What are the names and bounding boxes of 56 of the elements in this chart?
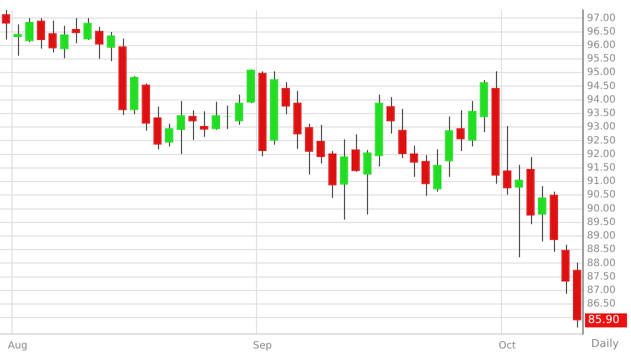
y-tick-label: 87.00 [587, 285, 616, 296]
candlestick [503, 125, 512, 196]
candlestick [164, 123, 174, 147]
candlestick [352, 134, 360, 172]
y-tick-label: 94.00 [587, 94, 616, 106]
candlestick [48, 20, 57, 53]
candlestick [83, 18, 92, 40]
candlestick [200, 110, 208, 138]
candlestick [433, 148, 442, 192]
candlestick [212, 101, 220, 130]
candlestick [13, 24, 22, 56]
x-tick-label: Sep [253, 340, 272, 352]
candlestick [398, 108, 407, 159]
candlestick [188, 110, 197, 140]
candlestick [514, 164, 524, 258]
candlestick [538, 186, 546, 242]
candlestick [106, 32, 116, 62]
text: 85.90 [588, 313, 620, 326]
y-tick-label: 93.50 [587, 108, 616, 120]
candlestick [421, 154, 430, 196]
candlestick [234, 94, 244, 126]
candlestick [176, 100, 186, 155]
candlestick [386, 96, 395, 134]
y-tick-label: 96.00 [587, 40, 616, 51]
y-tick-label: 89.00 [587, 230, 616, 242]
y-tick-label: 90.50 [587, 190, 616, 201]
candlestick [410, 145, 418, 178]
x-tick-label: Oct [498, 340, 516, 352]
y-tick-label: 97.00 [587, 12, 616, 24]
y-tick-label: 87.50 [587, 271, 616, 282]
y-tick-label: 90.00 [587, 203, 616, 214]
y-tick-label: 91.00 [587, 176, 616, 188]
candlestick [2, 10, 10, 40]
y-tick-label: 88.50 [587, 244, 616, 256]
candlestick [282, 82, 290, 115]
y-tick-label: 96.50 [587, 26, 616, 38]
candlestick [456, 110, 465, 152]
y-tick-label: 92.00 [587, 148, 616, 160]
y-tick-label: 89.50 [587, 216, 616, 228]
candlestick [304, 123, 314, 175]
y-tick-label: 93.00 [587, 122, 616, 133]
y-tick-label: 95.00 [587, 67, 616, 78]
candlestick [72, 18, 80, 44]
y-tick-label: 94.50 [587, 80, 616, 92]
candlestick [363, 149, 372, 215]
y-tick-label: 92.50 [587, 135, 616, 146]
candlestick [25, 18, 34, 43]
candlestick [316, 124, 325, 164]
y-tick-label: 95.50 [587, 54, 616, 65]
y-tick-label: 86.50 [587, 298, 616, 310]
candlestick [60, 25, 68, 59]
text: Daily [591, 336, 620, 350]
y-tick-label: 88.00 [587, 258, 616, 269]
y-tick-label: 91.50 [587, 162, 616, 174]
x-tick-label: Aug [8, 340, 28, 352]
candlestick [36, 18, 46, 50]
